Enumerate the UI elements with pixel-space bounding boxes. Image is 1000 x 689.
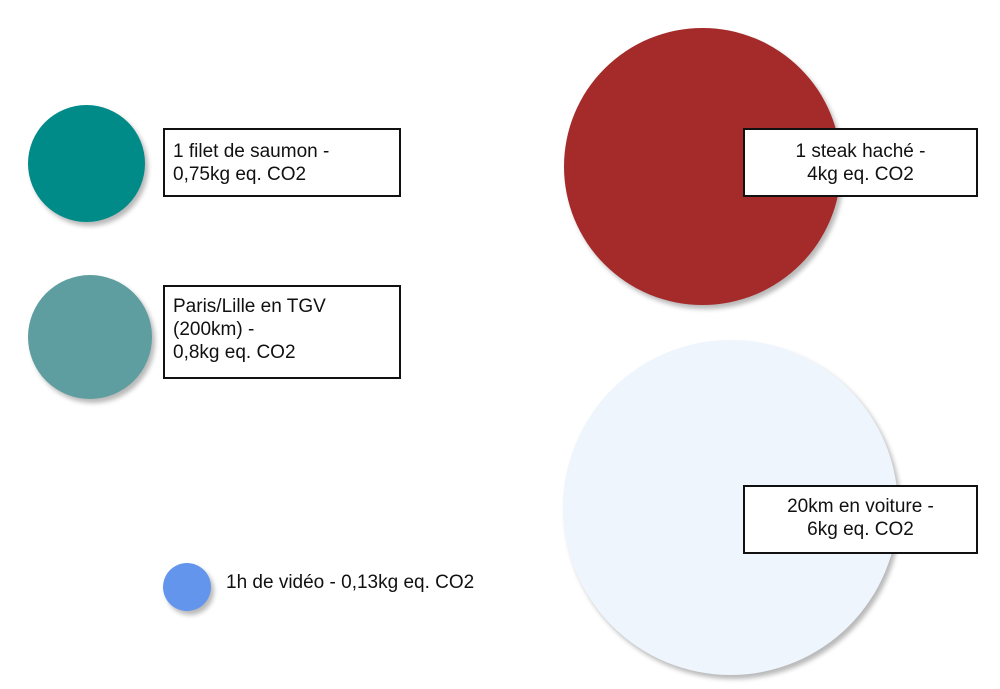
steak-label-line: 4kg eq. CO2: [807, 164, 914, 185]
video-circle: [163, 563, 211, 611]
steak-label: 1 steak haché - 4kg eq. CO2: [743, 128, 978, 197]
steak-label-line: 1 steak haché -: [795, 141, 926, 162]
tgv-label-line: (200km) -: [173, 319, 255, 340]
tgv-circle: [28, 275, 152, 399]
saumon-label-line: 0,75kg eq. CO2: [173, 164, 307, 185]
tgv-label-line: 0,8kg eq. CO2: [173, 342, 296, 363]
saumon-circle: [28, 105, 145, 222]
saumon-label-line: 1 filet de saumon -: [173, 141, 330, 162]
tgv-label: Paris/Lille en TGV (200km) - 0,8kg eq. C…: [163, 285, 401, 379]
tgv-label-line: Paris/Lille en TGV: [173, 296, 326, 317]
video-label: 1h de vidéo - 0,13kg eq. CO2: [226, 572, 475, 593]
saumon-label: 1 filet de saumon - 0,75kg eq. CO2: [163, 128, 401, 197]
voiture-label-line: 6kg eq. CO2: [807, 519, 914, 540]
voiture-label-line: 20km en voiture -: [787, 496, 934, 517]
voiture-label: 20km en voiture - 6kg eq. CO2: [743, 485, 978, 554]
